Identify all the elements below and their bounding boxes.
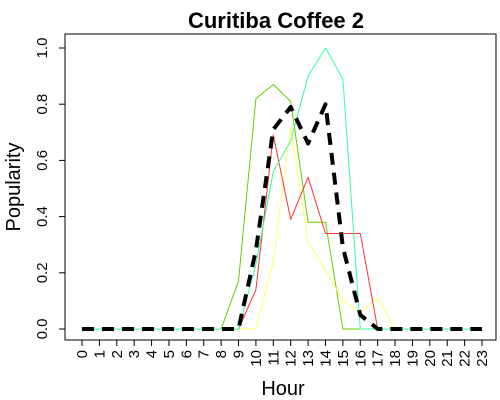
x-tick-label: 14 — [318, 350, 335, 367]
x-tick-label: 16 — [352, 350, 369, 367]
x-tick-label: 7 — [196, 350, 213, 358]
chart-title: Curitiba Coffee 2 — [188, 8, 364, 33]
series-line-4 — [82, 47, 482, 330]
series-layer — [82, 47, 482, 331]
x-tick-label: 5 — [161, 350, 178, 358]
x-tick-label: 23 — [474, 350, 491, 367]
x-tick-label: 3 — [126, 350, 143, 358]
x-tick-label: 17 — [370, 350, 387, 367]
x-tick-label: 1 — [91, 350, 108, 358]
y-axis: 0.0 0.2 0.4 0.6 0.8 1.0 — [34, 38, 66, 340]
x-tick-label: 20 — [422, 350, 439, 367]
x-tick-label: 22 — [457, 350, 474, 367]
series-line-3 — [82, 134, 482, 330]
y-tick-label: 0.8 — [34, 94, 51, 115]
x-tick-label: 19 — [404, 350, 421, 367]
series-line-5 — [82, 102, 482, 331]
x-tick-label: 0 — [74, 350, 91, 358]
y-tick-label: 0.6 — [34, 150, 51, 171]
x-tick-label: 18 — [387, 350, 404, 367]
y-tick-label: 0.2 — [34, 262, 51, 283]
x-tick-label: 13 — [300, 350, 317, 367]
x-axis-label: Hour — [261, 378, 305, 400]
y-tick-label: 0.0 — [34, 319, 51, 340]
x-tick-label: 6 — [178, 350, 195, 358]
x-tick-label: 10 — [248, 350, 265, 367]
x-tick-label: 12 — [283, 350, 300, 367]
x-tick-label: 11 — [265, 350, 282, 366]
x-tick-label: 2 — [109, 350, 126, 358]
x-tick-label: 21 — [439, 350, 456, 367]
y-tick-label: 1.0 — [34, 38, 51, 59]
x-tick-label: 9 — [231, 350, 248, 358]
plot-frame — [64, 33, 497, 341]
x-tick-label: 8 — [213, 350, 230, 358]
x-axis: 0 1 2 3 4 5 6 7 8 9 10 11 12 13 14 15 16 17 18 19 20 21 22 23 — [74, 339, 491, 367]
x-tick-label: 15 — [335, 350, 352, 367]
y-tick-label: 0.4 — [34, 206, 51, 227]
x-tick-label: 4 — [144, 350, 161, 358]
y-axis-label: Popularity — [3, 143, 25, 232]
